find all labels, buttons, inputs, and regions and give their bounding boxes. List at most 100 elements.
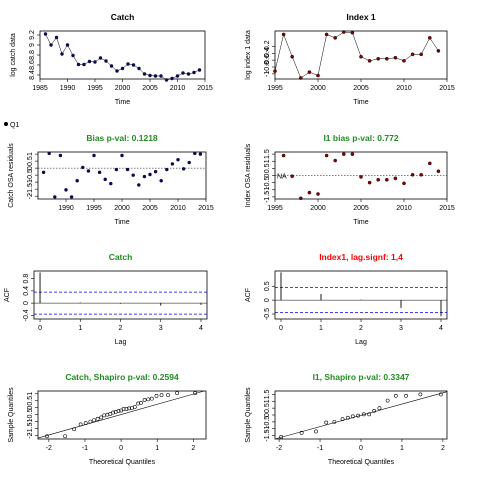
y-tick-label: -1.5 bbox=[27, 422, 34, 434]
y-tick-label: 1.5 bbox=[264, 389, 271, 399]
data-point bbox=[86, 169, 91, 173]
x-axis-title: Theoretical Quantiles bbox=[328, 459, 395, 466]
data-point bbox=[324, 32, 329, 37]
data-point bbox=[72, 427, 77, 432]
data-point bbox=[384, 177, 389, 182]
data-point bbox=[359, 175, 363, 179]
data-point bbox=[436, 169, 441, 174]
data-point bbox=[175, 74, 180, 78]
legend-label: Q1 bbox=[10, 122, 19, 129]
x-tick-label: 2015 bbox=[198, 205, 214, 212]
y-tick-label: -0.5 bbox=[264, 176, 271, 188]
y-tick-label: 1 bbox=[264, 159, 271, 163]
data-point bbox=[109, 181, 113, 186]
data-point bbox=[104, 59, 108, 63]
x-tick-label: 2005 bbox=[353, 205, 369, 212]
data-point bbox=[376, 177, 381, 182]
data-point bbox=[93, 60, 97, 64]
y-tick-label: -0.5 bbox=[264, 416, 271, 428]
y-tick-label: -0.4 bbox=[264, 47, 271, 59]
plot-frame bbox=[37, 151, 207, 200]
data-point bbox=[299, 430, 304, 435]
data-point bbox=[170, 76, 174, 81]
y-axis-title: Sample Quantiles bbox=[8, 387, 15, 443]
data-point bbox=[126, 62, 130, 66]
data-point bbox=[192, 70, 196, 75]
y-axis-title: log catch data bbox=[10, 33, 17, 77]
x-tick-label: 1995 bbox=[267, 205, 283, 212]
y-tick-label: -1 bbox=[264, 71, 271, 77]
data-point bbox=[307, 70, 312, 74]
y-tick-label: 1.5 bbox=[264, 149, 271, 159]
data-point bbox=[281, 32, 286, 37]
x-tick-label: 1995 bbox=[267, 85, 283, 92]
data-point bbox=[402, 181, 406, 186]
x-tick-label: 2015 bbox=[439, 85, 455, 92]
x-axis-title: Time bbox=[114, 219, 129, 226]
data-point bbox=[146, 397, 151, 402]
plot-frame bbox=[37, 390, 207, 440]
x-tick-label: 1990 bbox=[58, 205, 74, 212]
data-point bbox=[60, 52, 64, 56]
chart-title: Catch bbox=[111, 12, 135, 22]
data-point bbox=[103, 177, 107, 182]
data-point bbox=[154, 393, 159, 398]
data-point bbox=[298, 196, 303, 201]
y-tick-label: 0.5 bbox=[264, 281, 271, 291]
data-point bbox=[307, 190, 312, 195]
chart-title: I1 bias p-val: 0.772 bbox=[323, 133, 398, 143]
y-axis-title: Sample Quantiles bbox=[245, 387, 252, 443]
data-point bbox=[149, 396, 154, 401]
data-point bbox=[279, 435, 284, 439]
data-point bbox=[71, 53, 75, 58]
data-point bbox=[314, 429, 318, 434]
y-tick-label: 8.8 bbox=[29, 50, 36, 60]
data-point bbox=[54, 35, 59, 40]
x-tick-label: 2005 bbox=[142, 85, 158, 92]
data-point bbox=[410, 52, 415, 57]
x-tick-label: 1990 bbox=[60, 85, 76, 92]
data-point bbox=[88, 419, 93, 424]
data-point bbox=[81, 165, 85, 170]
x-tick-label: 2000 bbox=[310, 85, 326, 92]
y-tick-label: -1.5 bbox=[264, 191, 271, 203]
data-point bbox=[273, 69, 277, 73]
data-point bbox=[438, 392, 443, 397]
y-tick-label: 0 bbox=[23, 301, 30, 305]
x-tick-label: 2000 bbox=[115, 85, 131, 92]
data-point bbox=[120, 153, 124, 158]
data-point bbox=[166, 393, 170, 398]
y-tick-label: 0 bbox=[264, 413, 271, 417]
data-point bbox=[47, 151, 51, 156]
x-axis-title: Theoretical Quantiles bbox=[89, 459, 156, 466]
y-tick-label: 1 bbox=[27, 152, 34, 156]
x-tick-label: 2000 bbox=[310, 205, 326, 212]
data-point bbox=[385, 398, 390, 403]
data-point bbox=[137, 66, 141, 71]
data-point bbox=[120, 66, 125, 71]
data-point bbox=[197, 68, 202, 72]
y-tick-label: 0.5 bbox=[27, 156, 34, 166]
data-point bbox=[97, 170, 102, 175]
data-point bbox=[324, 153, 329, 158]
data-point bbox=[290, 174, 295, 179]
x-tick-label: 1995 bbox=[87, 85, 103, 92]
data-point bbox=[281, 153, 286, 158]
data-point bbox=[298, 76, 303, 80]
data-point bbox=[402, 59, 406, 63]
y-tick-label: 0.5 bbox=[27, 396, 34, 406]
data-point bbox=[98, 56, 103, 60]
x-tick-label: 4 bbox=[199, 325, 203, 332]
y-tick-label: 9 bbox=[29, 43, 36, 47]
data-point bbox=[131, 173, 135, 177]
data-point bbox=[64, 188, 68, 192]
data-point bbox=[187, 160, 191, 165]
x-axis-title: Lag bbox=[115, 339, 127, 346]
data-point bbox=[75, 179, 79, 183]
y-tick-label: -1 bbox=[27, 179, 34, 185]
y-tick-label: 0.5 bbox=[264, 403, 271, 413]
y-tick-label: 8.4 bbox=[29, 70, 36, 80]
chart-catch-acf: Catch 0 1 2 3 4 -0.4 0 0.4 0.8 Lag ACF bbox=[4, 252, 208, 346]
data-point bbox=[333, 36, 338, 40]
